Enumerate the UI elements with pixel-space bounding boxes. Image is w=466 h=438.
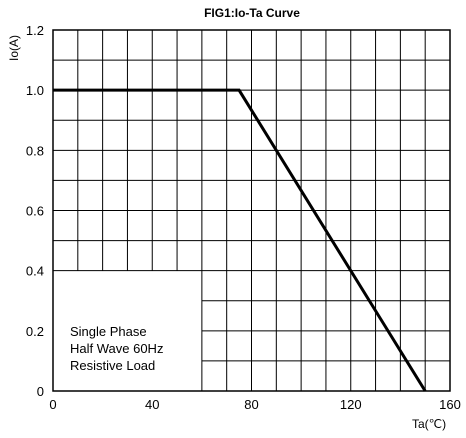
x-tick-label: 40 bbox=[145, 397, 159, 412]
annotation-line: Half Wave 60Hz bbox=[70, 341, 163, 356]
x-tick-labels: 0 40 80 120 160 bbox=[49, 397, 460, 412]
x-tick-label: 120 bbox=[340, 397, 362, 412]
x-tick-label: 160 bbox=[439, 397, 461, 412]
y-tick-label: 0.4 bbox=[26, 264, 44, 279]
plot-frame bbox=[52, 29, 451, 392]
y-tick-label: 0.2 bbox=[26, 324, 44, 339]
annotation-line: Resistive Load bbox=[70, 358, 155, 373]
y-tick-label: 1.2 bbox=[26, 23, 44, 38]
series-group bbox=[53, 88, 427, 392]
series-line bbox=[53, 88, 427, 392]
y-tick-label: 0.8 bbox=[26, 143, 44, 158]
y-axis-label: Io(A) bbox=[7, 35, 21, 61]
x-axis-label: Ta(℃) bbox=[412, 417, 446, 431]
annotation-line: Single Phase bbox=[70, 324, 147, 339]
y-tick-label: 1.0 bbox=[26, 83, 44, 98]
x-tick-label: 0 bbox=[49, 397, 56, 412]
y-tick-label: 0.6 bbox=[26, 204, 44, 219]
y-tick-label: 0 bbox=[37, 384, 44, 399]
x-tick-label: 80 bbox=[244, 397, 258, 412]
annotation-box: Single Phase Half Wave 60Hz Resistive Load bbox=[70, 324, 163, 373]
chart-title: FIG1:Io-Ta Curve bbox=[204, 6, 300, 20]
y-tick-labels: 0 0.2 0.4 0.6 0.8 1.0 1.2 bbox=[26, 23, 44, 399]
